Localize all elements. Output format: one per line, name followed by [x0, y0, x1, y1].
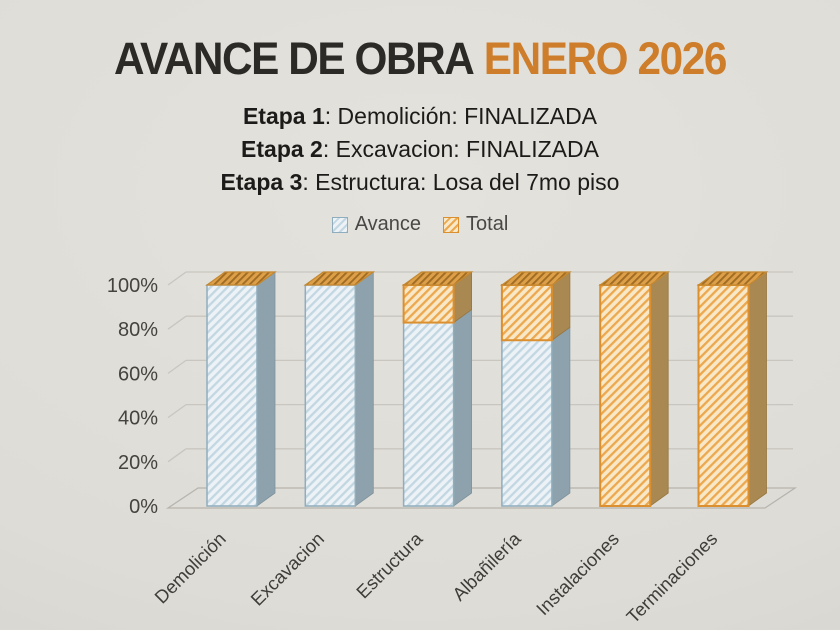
title-period: ENERO 2026 [483, 33, 728, 84]
stage-text: : Estructura: Losa del 7mo piso [302, 169, 620, 195]
bar-top [303, 271, 376, 286]
gridline-connector [167, 448, 187, 463]
x-axis-label: Terminaciones [622, 528, 721, 627]
bar-front-total [500, 284, 553, 342]
x-axis-label: Excavacion [246, 528, 328, 610]
bar-front-avance [501, 339, 553, 507]
bar-front-total [599, 284, 652, 507]
bar-estructura [401, 271, 474, 507]
x-axis-label: Albañilería [448, 527, 525, 604]
legend-label: Total [466, 213, 509, 235]
bar-side-total [748, 271, 767, 507]
y-axis-label: 100% [107, 275, 158, 297]
stage-label: Etapa 1 [242, 103, 325, 129]
y-axis-label: 60% [118, 363, 158, 385]
bar-side-avance [256, 271, 276, 507]
bar-demolición [205, 271, 277, 507]
bar-excavacion [303, 271, 376, 507]
stage-label: Etapa 2 [241, 136, 323, 162]
bar-top [205, 271, 277, 286]
bar-side-avance [453, 308, 473, 507]
bar-side-total [649, 271, 669, 507]
stage-text: : Excavacion: FINALIZADA [322, 136, 599, 162]
bar-top [500, 271, 572, 286]
stage-line-1: Etapa 1: Demolición: FINALIZADA [0, 100, 840, 133]
bar-front-avance [304, 284, 357, 507]
gridline-connector [167, 315, 187, 330]
stage-label: Etapa 3 [220, 169, 303, 195]
x-axis-label: Estructura [352, 527, 427, 602]
bar-terminaciones [696, 271, 769, 507]
x-axis-label: Instalaciones [532, 528, 623, 619]
bar-front-total [697, 284, 750, 507]
bar-instalaciones [598, 271, 671, 507]
gridline-connector [167, 359, 187, 374]
x-axis-label: Demolición [150, 528, 230, 608]
y-axis-label: 80% [118, 319, 158, 341]
legend-swatch-avance-icon [331, 216, 348, 233]
chart-floor [165, 487, 798, 509]
bar-top [598, 271, 671, 286]
bar-albañilería [500, 271, 572, 507]
y-axis-label: 0% [129, 496, 158, 518]
chart-area: 0% 20% 40% 60% 80% 100% Demolición Excavacion Es… [0, 250, 840, 630]
y-axis-label: 20% [118, 452, 158, 474]
stage-line-2: Etapa 2: Excavacion: FINALIZADA [0, 133, 840, 166]
stage-text: : Demolición: FINALIZADA [324, 103, 598, 129]
chart-legend: Avance Total [0, 213, 840, 236]
stage-line-3: Etapa 3: Estructura: Losa del 7mo piso [0, 166, 840, 199]
bar-front-avance [206, 284, 258, 507]
bar-front-total [402, 284, 455, 324]
stage-status-list: Etapa 1: Demolición: FINALIZADA Etapa 2: … [0, 100, 840, 199]
gridline-connector [167, 271, 187, 286]
y-axis-label: 40% [118, 408, 158, 430]
page-title: AVANCE DE OBRA ENERO 2026 [25, 33, 815, 85]
legend-item-total: Total [443, 213, 508, 236]
bar-top [696, 271, 769, 286]
legend-swatch-total-icon [443, 216, 460, 233]
legend-item-avance: Avance [331, 213, 422, 236]
gridline-connector [167, 404, 187, 419]
bar-front-avance [402, 321, 455, 507]
bar-side-avance [354, 271, 374, 507]
legend-label: Avance [354, 213, 422, 235]
title-main: AVANCE DE OBRA [114, 33, 475, 84]
bar-top [401, 271, 474, 286]
bar-side-avance [551, 326, 571, 507]
bar-chart: 0% 20% 40% 60% 80% 100% Demolición Excavacion Es… [107, 271, 798, 627]
